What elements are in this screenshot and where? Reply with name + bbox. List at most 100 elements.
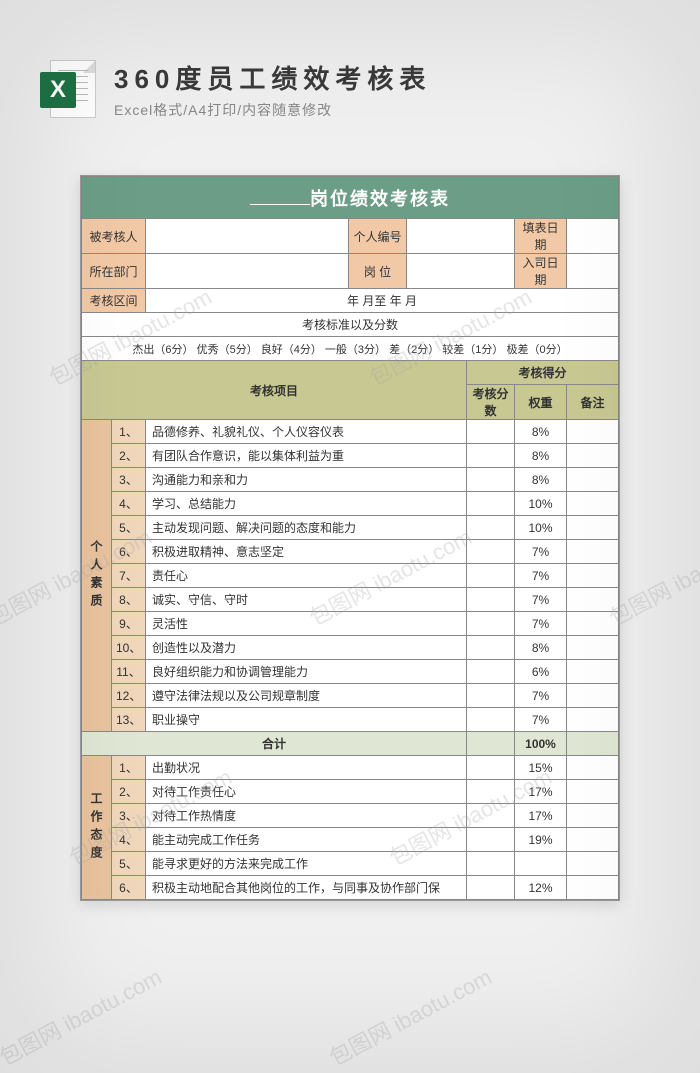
spreadsheet-preview: 岗位绩效考核表 被考核人 个人编号 填表日期 所在部门 岗 位 入司日期 考核区… (80, 175, 620, 901)
item-text: 能主动完成工作任务 (146, 828, 467, 852)
remark-cell[interactable] (567, 660, 619, 684)
score-cell[interactable] (467, 468, 515, 492)
weight-cell: 6% (515, 660, 567, 684)
score-cell[interactable] (467, 660, 515, 684)
item-text: 创造性以及潜力 (146, 636, 467, 660)
item-text: 积极进取精神、意志坚定 (146, 540, 467, 564)
weight-cell: 7% (515, 540, 567, 564)
remark-cell[interactable] (567, 420, 619, 444)
label-position: 岗 位 (349, 254, 407, 289)
category-attitude: 工作态度 (82, 756, 112, 900)
template-title: 360度员工绩效考核表 (114, 59, 660, 96)
remark-cell[interactable] (567, 540, 619, 564)
input-assessee[interactable] (146, 219, 349, 254)
weight-cell: 17% (515, 780, 567, 804)
weight-cell: 8% (515, 636, 567, 660)
row-number: 1、 (112, 756, 146, 780)
row-number: 4、 (112, 828, 146, 852)
excel-file-icon: X (40, 58, 102, 120)
score-cell[interactable] (467, 540, 515, 564)
col-weight: 权重 (515, 385, 567, 420)
weight-cell: 8% (515, 468, 567, 492)
item-text: 沟通能力和亲和力 (146, 468, 467, 492)
input-fill-date[interactable] (567, 219, 619, 254)
score-cell[interactable] (467, 876, 515, 900)
score-cell[interactable] (467, 564, 515, 588)
row-number: 1、 (112, 420, 146, 444)
row-number: 2、 (112, 444, 146, 468)
doc-title: 岗位绩效考核表 (82, 177, 619, 219)
score-cell[interactable] (467, 444, 515, 468)
row-number: 7、 (112, 564, 146, 588)
criteria-scale: 杰出（6分） 优秀（5分） 良好（4分） 一般（3分） 差（2分） 较差（1分）… (82, 337, 619, 361)
input-personal-id[interactable] (407, 219, 515, 254)
subtotal-score[interactable] (467, 732, 515, 756)
weight-cell: 7% (515, 708, 567, 732)
row-number: 3、 (112, 804, 146, 828)
score-cell[interactable] (467, 828, 515, 852)
remark-cell[interactable] (567, 684, 619, 708)
remark-cell[interactable] (567, 780, 619, 804)
score-cell[interactable] (467, 804, 515, 828)
item-text: 责任心 (146, 564, 467, 588)
input-join-date[interactable] (567, 254, 619, 289)
remark-cell[interactable] (567, 636, 619, 660)
excel-x-badge: X (40, 72, 76, 108)
remark-cell[interactable] (567, 876, 619, 900)
watermark: 包图网 ibaotu.com (0, 960, 167, 1073)
weight-cell: 12% (515, 876, 567, 900)
template-subtitle: Excel格式/A4打印/内容随意修改 (114, 100, 660, 120)
row-number: 5、 (112, 852, 146, 876)
score-cell[interactable] (467, 492, 515, 516)
col-score-group: 考核得分 (467, 361, 619, 385)
weight-cell: 8% (515, 444, 567, 468)
input-position[interactable] (407, 254, 515, 289)
weight-cell: 15% (515, 756, 567, 780)
weight-cell: 8% (515, 420, 567, 444)
score-cell[interactable] (467, 780, 515, 804)
watermark: 包图网 ibaotu.com (323, 960, 497, 1073)
subtotal-label: 合计 (82, 732, 467, 756)
weight-cell: 7% (515, 612, 567, 636)
subtotal-remark[interactable] (567, 732, 619, 756)
input-period[interactable]: 年 月至 年 月 (146, 289, 619, 313)
remark-cell[interactable] (567, 516, 619, 540)
item-text: 品德修养、礼貌礼仪、个人仪容仪表 (146, 420, 467, 444)
remark-cell[interactable] (567, 852, 619, 876)
row-number: 11、 (112, 660, 146, 684)
score-cell[interactable] (467, 756, 515, 780)
score-cell[interactable] (467, 612, 515, 636)
col-item: 考核项目 (82, 361, 467, 420)
remark-cell[interactable] (567, 444, 619, 468)
remark-cell[interactable] (567, 612, 619, 636)
remark-cell[interactable] (567, 804, 619, 828)
item-text: 出勤状况 (146, 756, 467, 780)
col-score: 考核分数 (467, 385, 515, 420)
item-text: 能寻求更好的方法来完成工作 (146, 852, 467, 876)
template-header: X 360度员工绩效考核表 Excel格式/A4打印/内容随意修改 (40, 58, 660, 120)
remark-cell[interactable] (567, 756, 619, 780)
item-text: 遵守法律法规以及公司规章制度 (146, 684, 467, 708)
score-cell[interactable] (467, 636, 515, 660)
remark-cell[interactable] (567, 708, 619, 732)
remark-cell[interactable] (567, 588, 619, 612)
score-cell[interactable] (467, 588, 515, 612)
score-cell[interactable] (467, 684, 515, 708)
remark-cell[interactable] (567, 564, 619, 588)
label-personal-id: 个人编号 (349, 219, 407, 254)
score-cell[interactable] (467, 420, 515, 444)
remark-cell[interactable] (567, 492, 619, 516)
remark-cell[interactable] (567, 468, 619, 492)
score-cell[interactable] (467, 516, 515, 540)
item-text: 主动发现问题、解决问题的态度和能力 (146, 516, 467, 540)
remark-cell[interactable] (567, 828, 619, 852)
weight-cell (515, 852, 567, 876)
weight-cell: 19% (515, 828, 567, 852)
row-number: 10、 (112, 636, 146, 660)
weight-cell: 7% (515, 684, 567, 708)
input-department[interactable] (146, 254, 349, 289)
item-text: 有团队合作意识，能以集体利益为重 (146, 444, 467, 468)
subtotal-weight: 100% (515, 732, 567, 756)
score-cell[interactable] (467, 852, 515, 876)
score-cell[interactable] (467, 708, 515, 732)
